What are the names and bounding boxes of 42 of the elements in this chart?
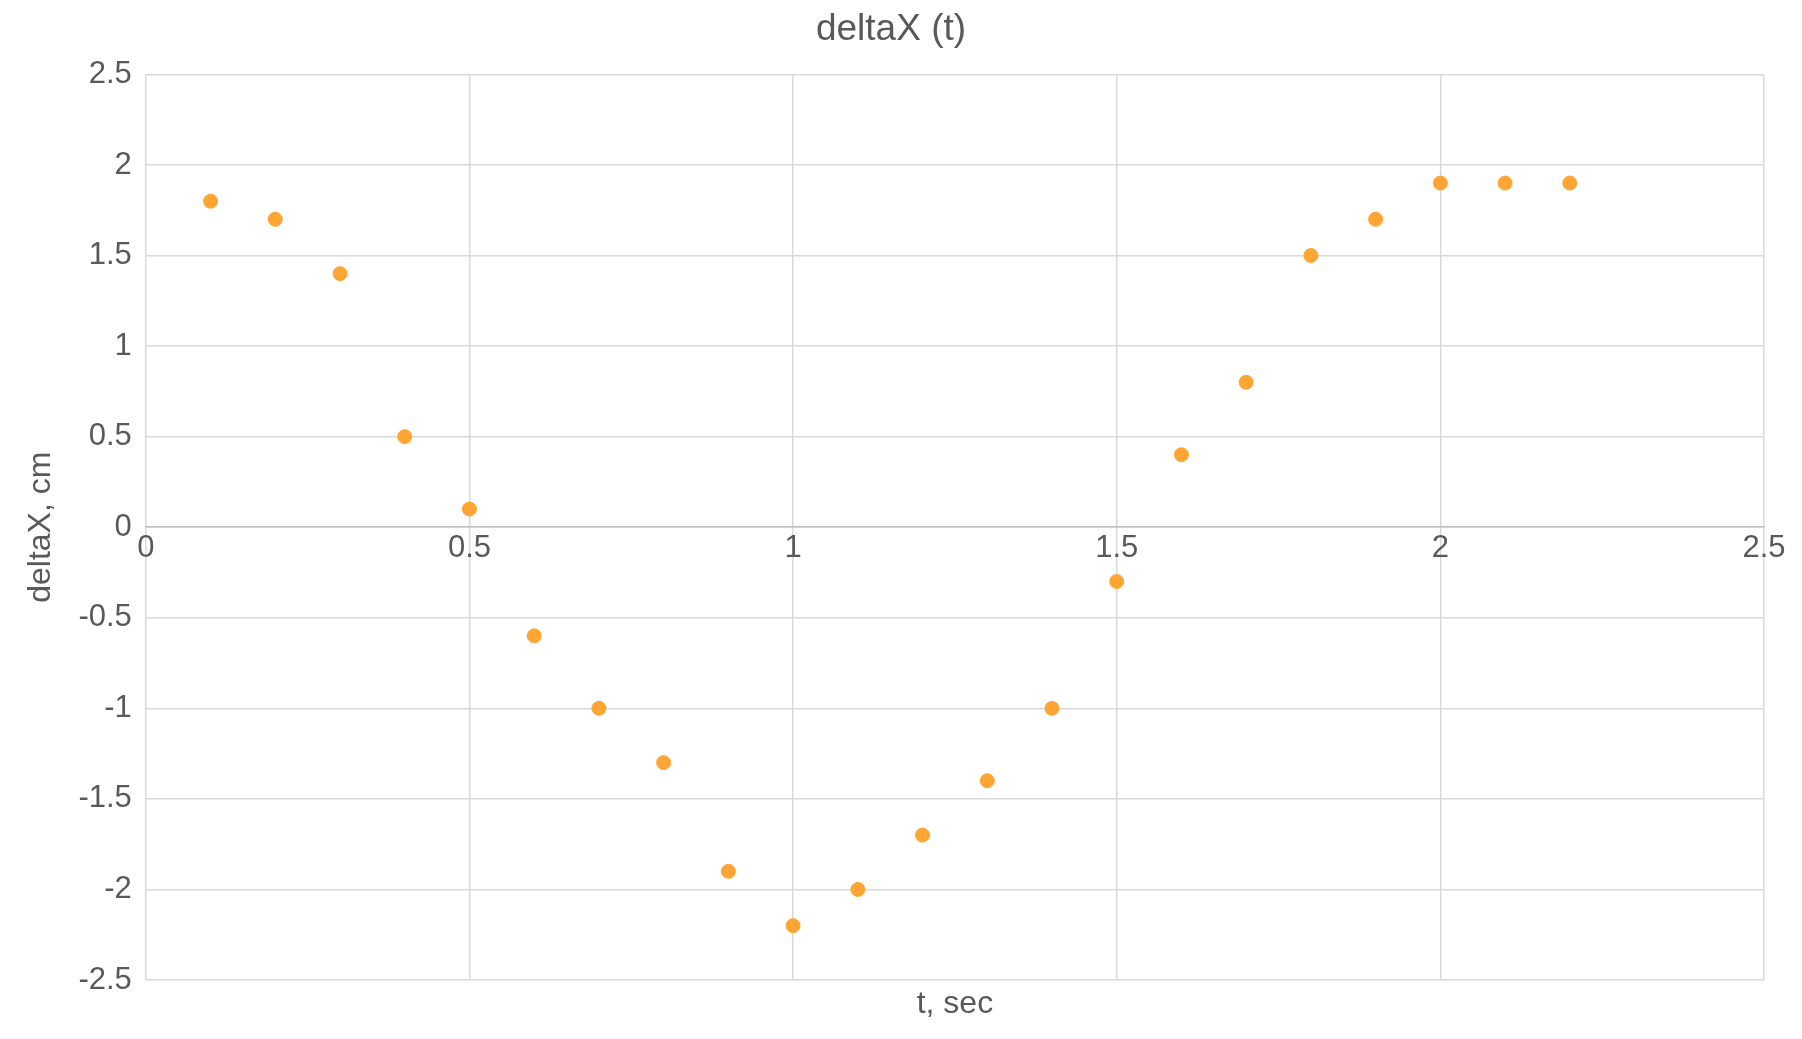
- x-tick-label: 2: [1431, 529, 1449, 565]
- y-tick-label: 1.5: [88, 236, 132, 272]
- point: [1497, 175, 1513, 191]
- point: [591, 700, 607, 716]
- x-tick-label: 2.5: [1742, 529, 1786, 565]
- point: [526, 628, 542, 644]
- y-tick-label: -2.5: [78, 960, 132, 996]
- point: [785, 918, 801, 934]
- point: [656, 755, 672, 771]
- y-tick-label: -1.5: [78, 779, 132, 815]
- point: [979, 773, 995, 789]
- point: [720, 863, 736, 879]
- x-axis-title: t, sec: [916, 983, 994, 1020]
- y-tick-label: -0.5: [78, 598, 132, 634]
- y-tick-label: 2.5: [88, 54, 132, 90]
- point: [1303, 248, 1319, 264]
- x-tick-label: 1.5: [1095, 529, 1139, 565]
- y-axis-title: deltaX, cm: [21, 451, 58, 603]
- point: [267, 211, 283, 227]
- point: [1173, 447, 1189, 463]
- point: [397, 429, 413, 445]
- point: [1044, 700, 1060, 716]
- point: [1109, 574, 1125, 590]
- x-tick-label: 0.5: [447, 529, 492, 565]
- y-tick-label: -2: [104, 869, 132, 905]
- y-tick-label: 0.5: [88, 417, 132, 453]
- point: [203, 193, 219, 209]
- y-tick-label: 1: [114, 326, 132, 362]
- y-tick-label: -1: [104, 688, 132, 724]
- x-tick-label: 0: [137, 529, 155, 565]
- point: [1562, 175, 1578, 191]
- x-tick-label: 1: [784, 529, 802, 565]
- y-tick-label: 2: [114, 145, 132, 181]
- point: [1368, 211, 1384, 227]
- point: [461, 501, 477, 517]
- point: [1432, 175, 1448, 191]
- chart-title: deltaX (t): [815, 7, 967, 49]
- y-tick-label: 0: [114, 507, 132, 543]
- point: [915, 827, 931, 843]
- point: [1238, 374, 1254, 390]
- point: [332, 266, 348, 282]
- point: [850, 881, 866, 897]
